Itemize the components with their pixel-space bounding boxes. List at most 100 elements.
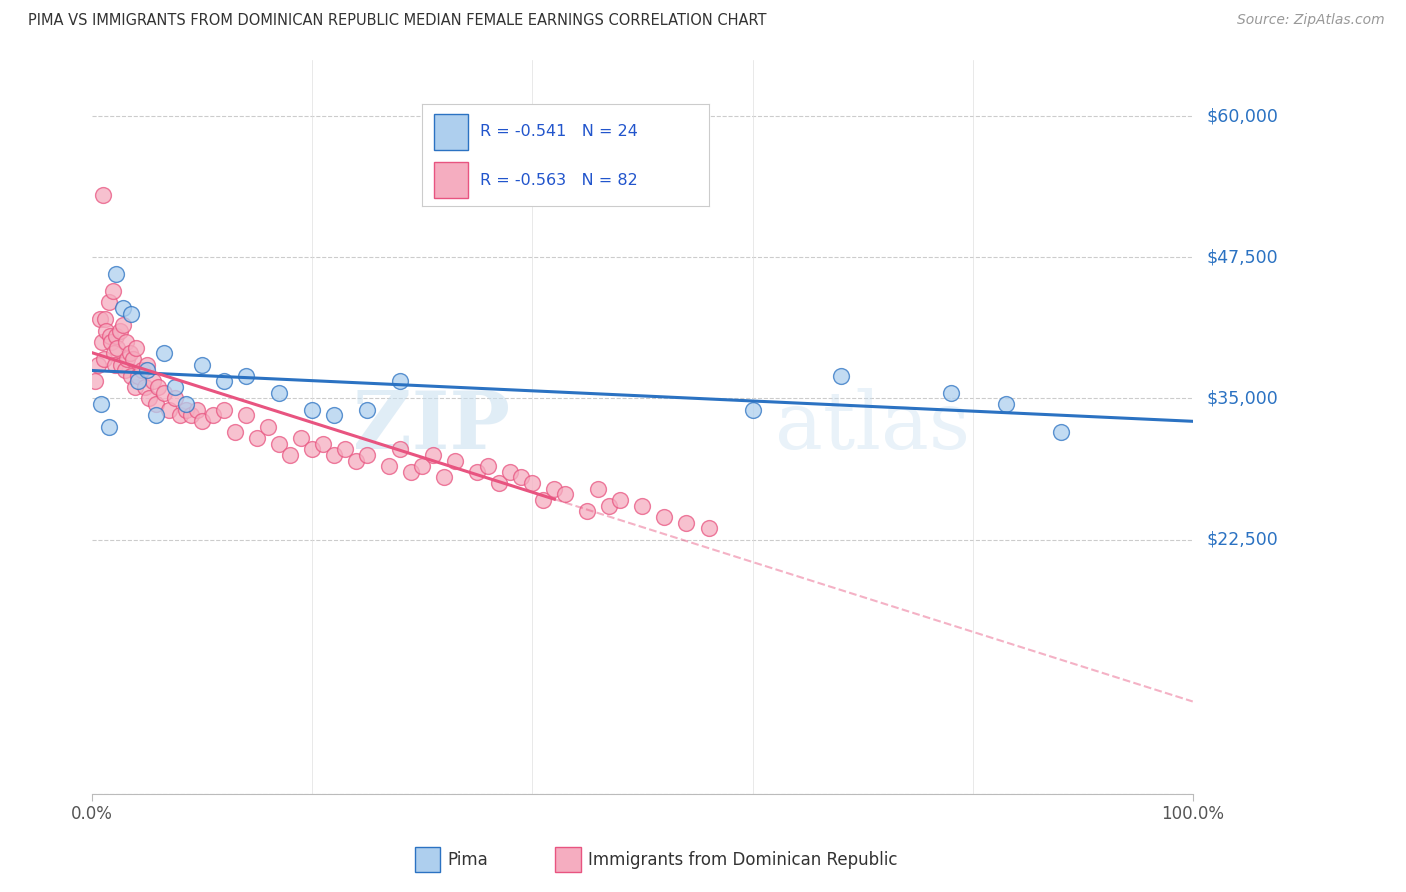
- Text: $22,500: $22,500: [1206, 531, 1278, 549]
- Point: [588, 482, 610, 496]
- Point: [389, 442, 412, 457]
- Point: [378, 459, 401, 474]
- Point: [174, 397, 197, 411]
- Point: [212, 375, 235, 389]
- Point: [191, 358, 214, 372]
- Point: [110, 358, 132, 372]
- Point: [411, 459, 433, 474]
- Point: [433, 470, 456, 484]
- Point: [136, 358, 159, 372]
- Point: [510, 470, 533, 484]
- Point: [127, 375, 149, 389]
- Text: ZIP: ZIP: [353, 388, 510, 466]
- Point: [212, 402, 235, 417]
- Point: [108, 324, 131, 338]
- Point: [257, 419, 280, 434]
- Point: [598, 499, 620, 513]
- Point: [101, 284, 124, 298]
- Point: [152, 385, 174, 400]
- Point: [105, 329, 128, 343]
- Point: [157, 402, 180, 417]
- Point: [103, 346, 125, 360]
- Point: [609, 493, 631, 508]
- Point: [531, 493, 554, 508]
- Point: [105, 267, 128, 281]
- Point: [127, 368, 149, 383]
- Point: [488, 476, 510, 491]
- Point: [100, 334, 122, 349]
- Point: [422, 448, 444, 462]
- Point: [131, 363, 153, 377]
- Point: [269, 385, 291, 400]
- Point: [96, 324, 118, 338]
- Point: [142, 375, 165, 389]
- Point: [235, 368, 257, 383]
- Point: [125, 341, 148, 355]
- Point: [654, 510, 676, 524]
- Point: [356, 402, 378, 417]
- Point: [84, 375, 107, 389]
- Point: [117, 351, 139, 366]
- Point: [335, 442, 357, 457]
- Point: [138, 392, 160, 406]
- Point: [444, 453, 467, 467]
- Point: [111, 301, 134, 315]
- Point: [191, 414, 214, 428]
- Point: [631, 499, 654, 513]
- Point: [136, 363, 159, 377]
- Point: [576, 504, 599, 518]
- Text: Pima: Pima: [447, 851, 488, 869]
- Text: $60,000: $60,000: [1206, 107, 1278, 125]
- Point: [111, 318, 134, 332]
- Point: [323, 409, 346, 423]
- Point: [163, 380, 186, 394]
- Point: [939, 385, 962, 400]
- Point: [1049, 425, 1071, 440]
- Point: [91, 334, 114, 349]
- Point: [269, 436, 291, 450]
- Point: [104, 358, 127, 372]
- Point: [124, 380, 146, 394]
- Text: Immigrants from Dominican Republic: Immigrants from Dominican Republic: [588, 851, 897, 869]
- Point: [477, 459, 499, 474]
- Point: [312, 436, 335, 450]
- Text: PIMA VS IMMIGRANTS FROM DOMINICAN REPUBLIC MEDIAN FEMALE EARNINGS CORRELATION CH: PIMA VS IMMIGRANTS FROM DOMINICAN REPUBL…: [28, 13, 766, 29]
- Point: [134, 380, 156, 394]
- Point: [697, 521, 720, 535]
- Point: [543, 482, 565, 496]
- Point: [90, 397, 112, 411]
- Point: [89, 312, 111, 326]
- Point: [301, 402, 323, 417]
- Point: [115, 334, 138, 349]
- Point: [86, 358, 108, 372]
- Point: [235, 409, 257, 423]
- Point: [202, 409, 225, 423]
- Point: [186, 402, 208, 417]
- Point: [499, 465, 522, 479]
- Point: [114, 363, 136, 377]
- Point: [98, 329, 121, 343]
- Point: [169, 409, 191, 423]
- Point: [554, 487, 576, 501]
- Point: [174, 402, 197, 417]
- Point: [145, 409, 167, 423]
- Text: atlas: atlas: [775, 388, 970, 466]
- Point: [830, 368, 852, 383]
- Point: [278, 448, 301, 462]
- Point: [93, 351, 115, 366]
- Point: [97, 295, 120, 310]
- Point: [120, 307, 142, 321]
- Point: [152, 346, 174, 360]
- Point: [522, 476, 544, 491]
- Point: [356, 448, 378, 462]
- Point: [323, 448, 346, 462]
- Point: [118, 346, 141, 360]
- Point: [290, 431, 312, 445]
- Point: [741, 402, 763, 417]
- Point: [301, 442, 323, 457]
- Point: [120, 368, 142, 383]
- Point: [148, 380, 170, 394]
- Point: [467, 465, 489, 479]
- Point: [91, 188, 114, 202]
- Point: [246, 431, 269, 445]
